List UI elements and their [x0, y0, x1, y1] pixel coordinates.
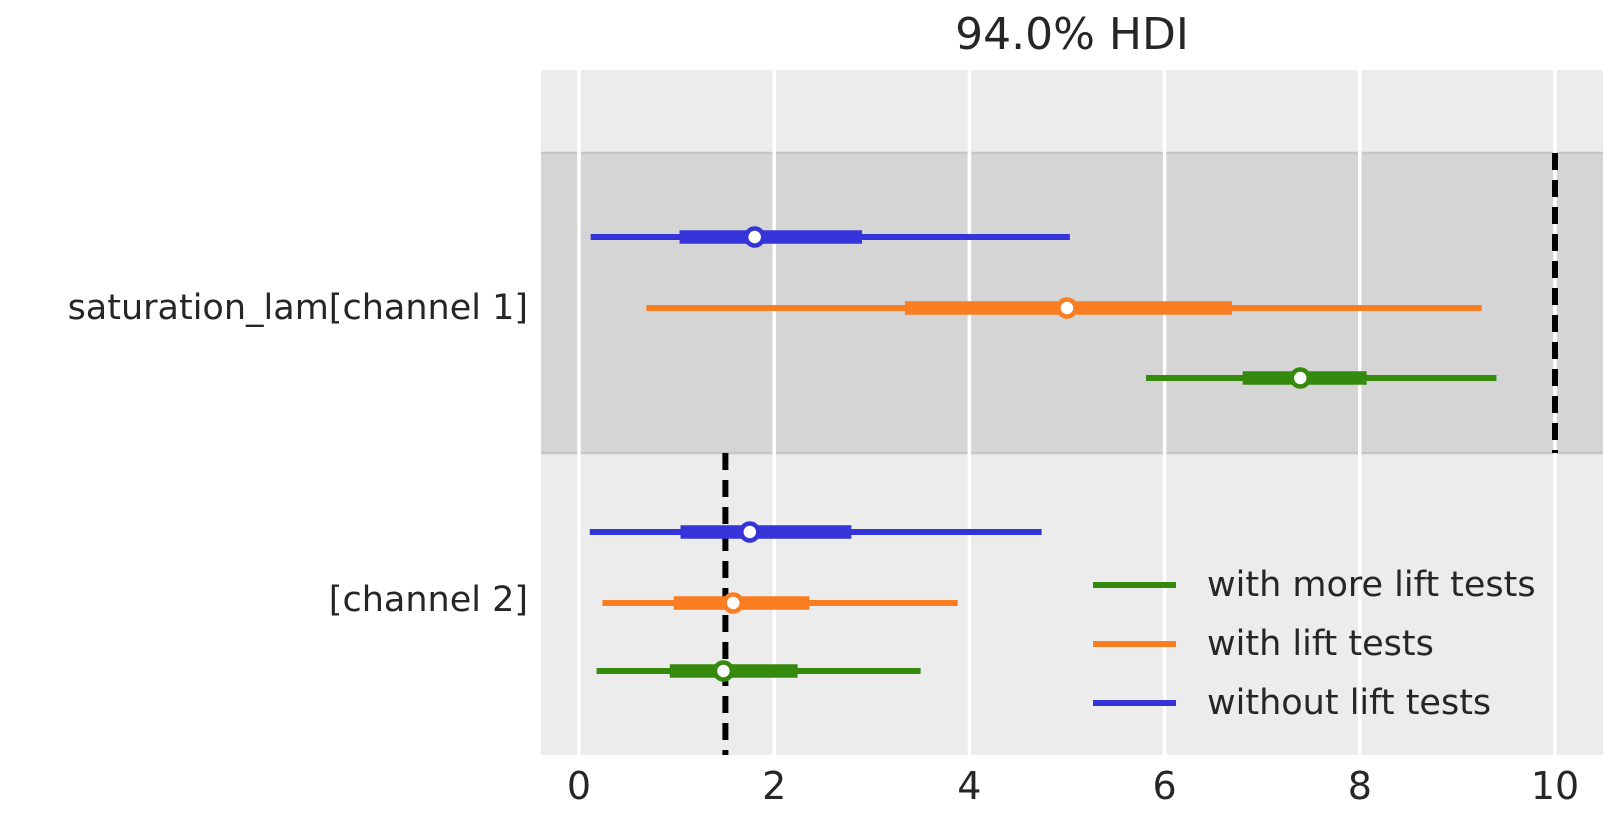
point-estimate-marker-1-1: [1056, 297, 1078, 319]
x-tick-label-4: 4: [957, 764, 982, 808]
legend-label: without lift tests: [1207, 683, 1492, 723]
x-tick-label-8: 8: [1347, 764, 1372, 808]
legend-line-sample: [1093, 700, 1176, 706]
x-tick-label-6: 6: [1152, 764, 1177, 808]
chart-title: 94.0% HDI: [955, 9, 1189, 60]
x-tick-label-2: 2: [762, 764, 787, 808]
x-tick-label-0: 0: [566, 764, 592, 808]
x-tick-label-10: 10: [1530, 764, 1580, 808]
y-axis-label-channel-2: [channel 2]: [328, 580, 528, 620]
legend-label: with lift tests: [1207, 624, 1434, 664]
point-estimate-marker-2-1: [722, 592, 744, 614]
point-estimate-marker-2-0: [739, 521, 761, 543]
legend-line-sample: [1093, 582, 1176, 588]
point-estimate-marker-1-0: [743, 226, 766, 248]
point-estimate-marker-2-2: [712, 660, 735, 682]
legend-label: with more lift tests: [1207, 565, 1536, 605]
point-estimate-marker-1-2: [1289, 367, 1312, 389]
plot-area: [541, 70, 1603, 755]
y-axis-label-channel-1: saturation_lam[channel 1]: [67, 288, 528, 328]
legend-line-sample: [1093, 641, 1176, 647]
